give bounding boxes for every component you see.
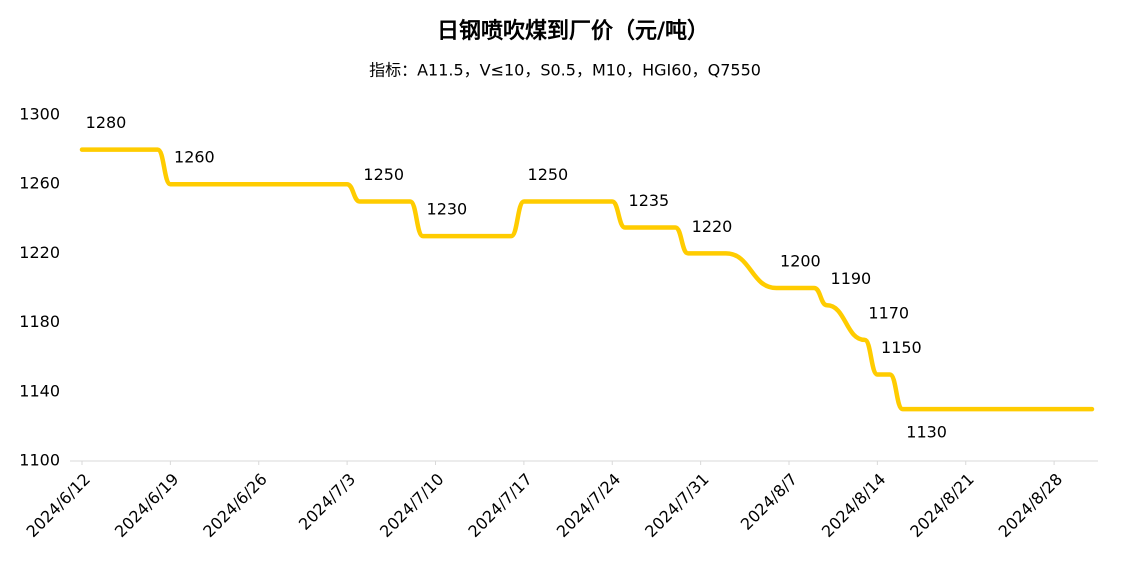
data-label: 1280	[86, 113, 127, 132]
x-tick-label: 2024/8/28	[995, 470, 1066, 541]
data-label: 1250	[528, 165, 569, 184]
x-tick-label: 2024/8/7	[737, 470, 801, 534]
x-tick-label: 2024/7/24	[553, 470, 624, 541]
y-tick-label: 1100	[19, 451, 60, 470]
chart-title: 日钢喷吹煤到厂价（元/吨）	[437, 18, 709, 44]
chart-subtitle: 指标：A11.5，V≤10，S0.5，M10，HGI60，Q7550	[369, 61, 761, 80]
y-tick-label: 1180	[19, 312, 60, 331]
y-tick-label: 1260	[19, 174, 60, 193]
data-label: 1200	[780, 252, 821, 271]
data-label: 1130	[906, 423, 947, 442]
y-tick-label: 1140	[19, 381, 60, 400]
x-tick-label: 2024/8/21	[906, 470, 977, 541]
data-label: 1190	[831, 269, 872, 288]
line	[79, 147, 1095, 412]
x-tick-label: 2024/7/3	[295, 470, 359, 534]
data-label: 1170	[868, 303, 909, 322]
y-tick-label: 1300	[19, 105, 60, 124]
x-tick-label: 2024/6/19	[111, 470, 182, 541]
y-tick-label: 1220	[19, 243, 60, 262]
data-label: 1220	[692, 217, 733, 236]
data-label: 1230	[427, 200, 468, 219]
data-label: 1250	[363, 165, 404, 184]
x-tick-label: 2024/8/14	[818, 470, 889, 541]
data-label: 1260	[174, 148, 215, 167]
x-tick-label: 2024/7/31	[641, 470, 712, 541]
x-tick-label: 2024/6/12	[23, 470, 94, 541]
x-tick-label: 2024/7/17	[464, 470, 535, 541]
x-tick-label: 2024/6/26	[199, 470, 270, 541]
data-label: 1235	[629, 191, 670, 210]
x-tick-label: 2024/7/10	[376, 470, 447, 541]
data-label: 1150	[881, 338, 922, 357]
